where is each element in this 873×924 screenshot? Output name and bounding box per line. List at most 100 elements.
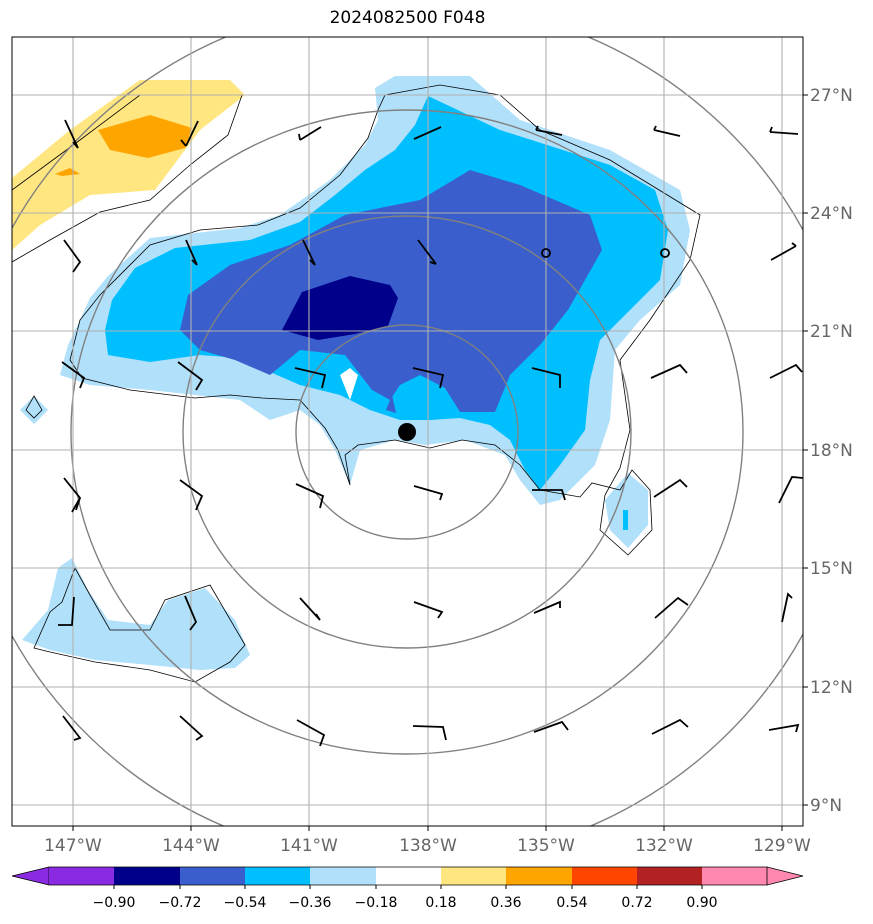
colorbar-segment	[572, 867, 637, 885]
wind-barb	[412, 367, 445, 389]
wind-barb	[770, 242, 797, 261]
colorbar-segment	[441, 867, 506, 885]
latitude-axis: 27°N 24°N 21°N 18°N 15°N 12°N 9°N	[803, 86, 853, 816]
lon-label: 132°W	[635, 836, 693, 856]
wind-barb	[535, 125, 563, 136]
wind-barb	[533, 720, 569, 733]
wind-barb	[533, 600, 561, 614]
wind-barb	[653, 478, 688, 498]
weak-negative-islet-w	[20, 396, 48, 424]
lat-label: 21°N	[810, 322, 853, 342]
colorbar-segment	[49, 867, 114, 885]
range-ring-3	[70, 109, 744, 755]
colorbar-segment	[114, 867, 180, 885]
weak-negative-region-sw	[22, 558, 250, 670]
colorbar-segment	[702, 867, 767, 885]
lon-label: 141°W	[280, 836, 338, 856]
wind-barb	[413, 485, 444, 501]
colorbar-segment	[376, 867, 441, 885]
lon-label: 138°W	[399, 836, 457, 856]
wind-barb	[778, 476, 803, 504]
colorbar-segment	[180, 867, 245, 885]
strong-negative-region	[282, 276, 398, 340]
colorbar-label: −0.90	[93, 895, 136, 911]
lon-label: 147°W	[44, 836, 102, 856]
colorbar-segment	[637, 867, 702, 885]
wind-barb	[294, 367, 327, 389]
wind-barb	[62, 715, 82, 741]
colorbar-label: 0.90	[686, 895, 717, 911]
wind-barb	[650, 363, 688, 379]
wind-barb	[653, 125, 681, 137]
colorbar-segment	[245, 867, 310, 885]
colorbar-extend-max	[766, 866, 804, 886]
range-ring-2	[182, 215, 632, 649]
colorbar-label: −0.54	[224, 895, 267, 911]
positive-region	[98, 115, 192, 158]
neutral-hole	[340, 368, 358, 400]
positive-region-small	[55, 168, 80, 176]
gridlines	[12, 37, 803, 826]
colorbar-label: −0.18	[355, 895, 398, 911]
wind-barb	[63, 477, 82, 513]
wind-barb	[177, 361, 204, 391]
lat-label: 15°N	[810, 559, 853, 579]
lat-label: 18°N	[810, 441, 853, 461]
colorbar-segment	[506, 867, 572, 885]
range-ring-1	[295, 324, 519, 540]
negative-speck-e	[623, 510, 628, 530]
lat-label: 12°N	[810, 678, 853, 698]
wind-barb	[413, 601, 444, 619]
wind-barb	[302, 239, 316, 266]
colorbar-label: −0.36	[289, 895, 332, 911]
wind-barb	[299, 597, 321, 621]
map-plot-area	[12, 37, 803, 826]
calm-circle	[660, 248, 670, 258]
wind-barb	[298, 126, 322, 141]
wind-barb	[651, 718, 689, 735]
wind-barb	[412, 725, 447, 741]
wind-barb	[179, 479, 204, 511]
lon-label: 129°W	[753, 836, 811, 856]
colorbar-label: −0.72	[159, 895, 202, 911]
contour-lines	[12, 84, 701, 683]
colorbar-label: 0.54	[556, 895, 587, 911]
wind-barb	[179, 715, 204, 741]
wind-barbs	[58, 119, 803, 747]
moderate-negative-speck	[386, 395, 396, 413]
wind-barb	[61, 361, 86, 389]
lat-label: 27°N	[810, 86, 853, 106]
colorbar-label: 0.18	[425, 895, 456, 911]
wind-barb	[417, 239, 437, 265]
wind-barb	[296, 719, 326, 747]
wind-barb	[64, 119, 79, 149]
wind-barb	[63, 239, 82, 273]
contour-fills	[12, 76, 690, 670]
wind-barb	[185, 239, 198, 266]
wind-barb	[768, 723, 800, 733]
wind-barb	[532, 489, 566, 501]
wind-barb	[184, 595, 198, 631]
colorbar-label: 0.72	[621, 895, 652, 911]
wind-barb	[413, 126, 442, 140]
map-title: 2024082500 F048	[329, 8, 486, 28]
lat-label: 9°N	[810, 796, 842, 816]
lon-label: 135°W	[517, 836, 575, 856]
colorbar-segment	[310, 867, 376, 885]
calm-circle	[541, 248, 551, 258]
wind-barb	[769, 126, 799, 135]
wind-barb	[654, 596, 689, 619]
lat-label: 24°N	[810, 204, 853, 224]
wind-barb	[769, 363, 803, 379]
colorbar-label: 0.36	[490, 895, 521, 911]
wind-barb	[180, 120, 199, 147]
range-rings	[12, 37, 803, 826]
wind-barb	[531, 367, 561, 388]
calm-markers	[541, 248, 670, 258]
weak-positive-region	[12, 80, 245, 250]
wind-barb	[295, 483, 325, 509]
colorbar: −0.90 −0.72 −0.54 −0.36 −0.18 0.18 0.36 0.54 0.7…	[11, 866, 804, 911]
storm-center-marker	[398, 423, 416, 441]
lon-label: 144°W	[162, 836, 220, 856]
